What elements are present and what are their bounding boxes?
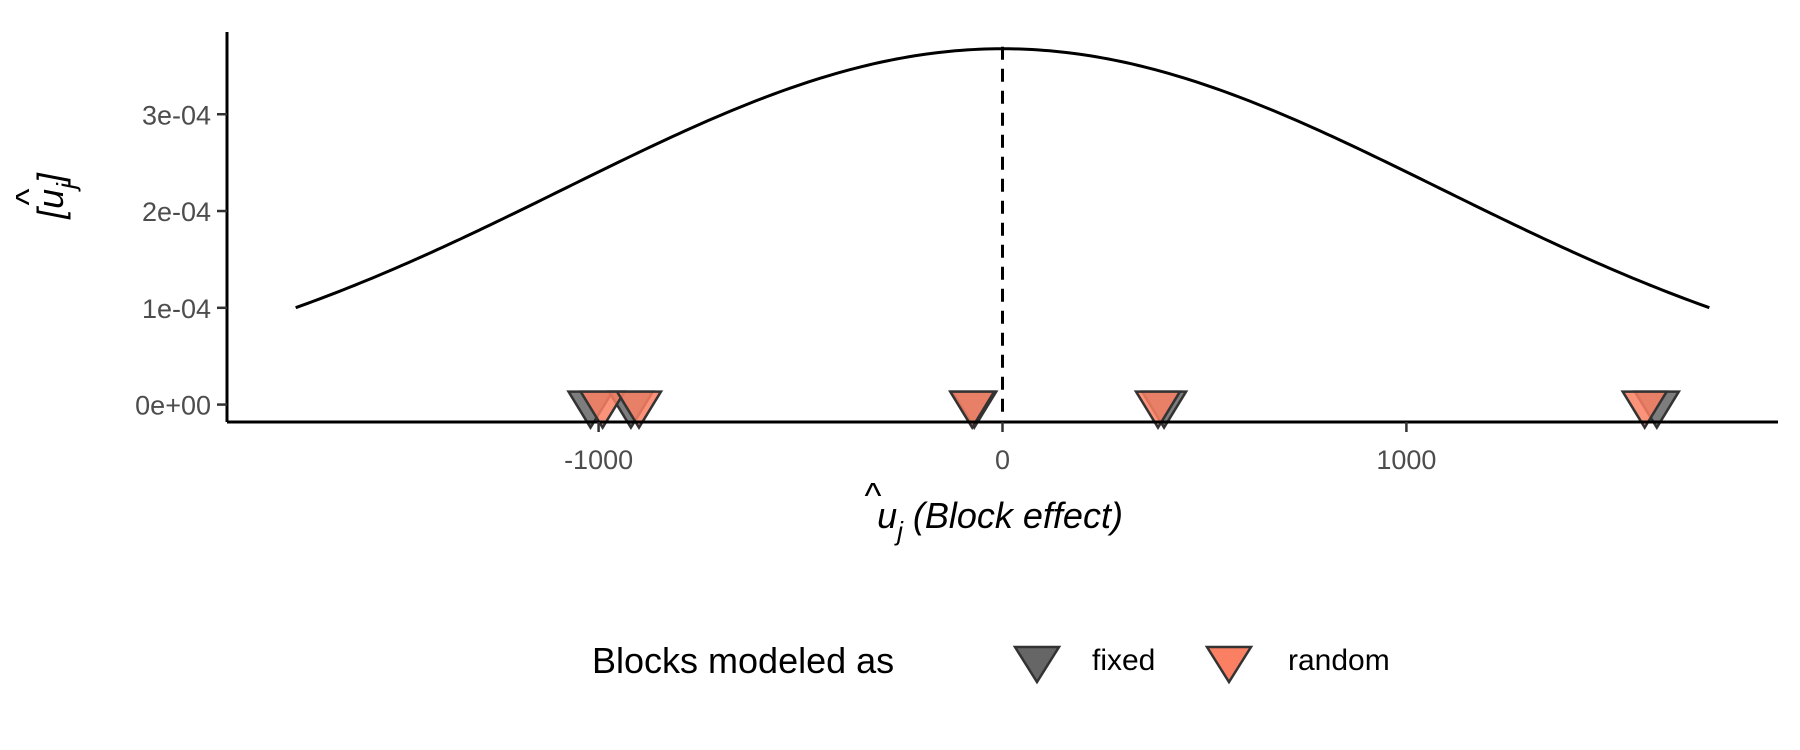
x-axis-title-rest: (Block effect) <box>903 495 1123 536</box>
point-random <box>1133 390 1183 430</box>
x-axis-ticks: -1000 0 1000 <box>564 422 1436 475</box>
x-axis-title-hat: ^ <box>864 475 882 516</box>
y-tick-label: 1e-04 <box>142 294 211 324</box>
x-axis-title: uj (Block effect) <box>877 495 1123 546</box>
x-tick-label: 1000 <box>1376 445 1436 475</box>
point-random <box>947 390 997 430</box>
y-axis-title-hat: ^ <box>8 188 49 206</box>
y-axis-title-close: ] <box>30 172 71 186</box>
x-axis-title-subscript: j <box>894 516 904 546</box>
legend-key-random <box>1204 645 1254 685</box>
y-axis-ticks: 0e+00 1e-04 2e-04 3e-04 <box>135 100 227 421</box>
point-random <box>1620 390 1669 430</box>
legend-key-fixed <box>1012 645 1062 685</box>
point-random <box>578 390 627 430</box>
x-tick-label: -1000 <box>564 445 633 475</box>
y-axis-title-open: [ <box>30 206 71 220</box>
legend-label-random: random <box>1288 644 1390 677</box>
points-layer <box>566 390 1682 430</box>
y-axis-title-base: u <box>30 189 71 209</box>
legend: Blocks modeled as fixed random <box>592 640 1390 685</box>
y-axis-title: [uj] ^ <box>8 172 81 220</box>
y-tick-label: 2e-04 <box>142 197 211 227</box>
y-axis-title-subscript: j <box>51 182 81 192</box>
legend-title: Blocks modeled as <box>592 640 894 681</box>
plot-area <box>295 46 1710 430</box>
legend-label-fixed: fixed <box>1092 644 1155 677</box>
y-tick-label: 0e+00 <box>135 391 211 421</box>
x-tick-label: 0 <box>995 445 1010 475</box>
point-random <box>614 390 664 430</box>
x-axis-title-base: u <box>877 495 897 536</box>
svg-text:[uj]: [uj] <box>30 172 81 220</box>
y-tick-label: 3e-04 <box>142 100 211 130</box>
